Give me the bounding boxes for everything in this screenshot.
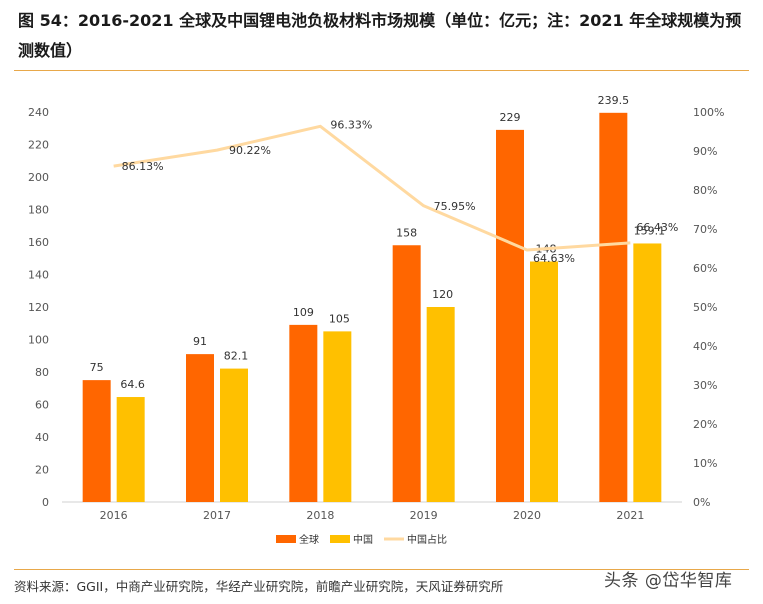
source-note: 资料来源：GGII，中商产业研究院，华经产业研究院，前瞻产业研究院，天风证券研究… <box>14 579 504 594</box>
y-right-tick-label: 10% <box>693 457 717 470</box>
y-right-tick-label: 100% <box>693 106 724 119</box>
bar-china-2019 <box>426 307 455 502</box>
y-left-tick-label: 220 <box>28 139 49 152</box>
bar-global-2018 <box>289 324 318 502</box>
x-tick-label-2018: 2018 <box>306 509 334 522</box>
y-right-tick-label: 90% <box>693 145 717 158</box>
y-right-tick-label: 30% <box>693 379 717 392</box>
footer-divider <box>14 569 749 570</box>
y-left-tick-label: 160 <box>28 236 49 249</box>
y-left-tick-label: 60 <box>35 399 49 412</box>
y-left-tick-label: 180 <box>28 204 49 217</box>
data-label-share-2017: 90.22% <box>229 144 271 157</box>
watermark: 头条 @岱华智库 <box>604 571 733 591</box>
y-left-tick-label: 20 <box>35 464 49 477</box>
y-right-tick-label: 60% <box>693 262 717 275</box>
legend-label-share: 中国占比 <box>407 533 447 546</box>
y-left-tick-label: 240 <box>28 106 49 119</box>
data-label-china-2016: 64.6 <box>120 378 145 391</box>
x-tick-label-2017: 2017 <box>203 509 231 522</box>
bar-china-2016 <box>116 397 145 502</box>
title-divider <box>14 70 749 71</box>
bar-china-2021 <box>633 243 662 502</box>
y-left-tick-label: 80 <box>35 366 49 379</box>
data-label-share-2019: 75.95% <box>434 200 476 213</box>
legend-swatch-global <box>276 535 296 543</box>
bar-china-2017 <box>220 368 248 502</box>
data-label-global-2017: 91 <box>193 335 207 348</box>
legend-label-china: 中国 <box>353 533 373 546</box>
data-label-china-2021: 159.1 <box>634 224 666 237</box>
data-label-share-2020: 64.63% <box>533 252 575 265</box>
line-china-share <box>113 124 631 252</box>
y-left-tick-label: 0 <box>42 496 49 509</box>
bar-global-2021 <box>599 112 628 502</box>
data-label-global-2020: 229 <box>500 111 521 124</box>
bar-global-2020 <box>496 129 524 502</box>
data-label-share-2018: 96.33% <box>330 118 372 131</box>
bar-global-2016 <box>82 380 111 502</box>
y-left-tick-label: 40 <box>35 431 49 444</box>
legend-label-global: 全球 <box>299 533 319 546</box>
y-left-tick-label: 120 <box>28 301 49 314</box>
data-label-global-2019: 158 <box>396 226 417 239</box>
x-tick-label-2021: 2021 <box>616 509 644 522</box>
bar-global-2019 <box>392 245 421 502</box>
x-tick-label-2016: 2016 <box>100 509 128 522</box>
data-label-global-2021: 239.5 <box>598 94 630 107</box>
data-label-china-2019: 120 <box>432 288 453 301</box>
legend-swatch-china <box>330 535 350 543</box>
y-right-tick-label: 20% <box>693 418 717 431</box>
y-left-tick-label: 140 <box>28 269 49 282</box>
x-tick-label-2020: 2020 <box>513 509 541 522</box>
y-left-tick-label: 100 <box>28 334 49 347</box>
data-label-share-2021: 66.43% <box>636 221 678 234</box>
y-left-tick-label: 200 <box>28 171 49 184</box>
y-right-tick-label: 50% <box>693 301 717 314</box>
data-label-global-2016: 75 <box>90 361 104 374</box>
data-label-share-2016: 86.13% <box>122 160 164 173</box>
data-label-china-2017: 82.1 <box>224 350 249 363</box>
x-tick-label-2019: 2019 <box>410 509 438 522</box>
combo-chart: 0 20 40 60 80 100 120 140 160 180 200 220 240 0% 10% 20… <box>28 94 724 546</box>
y-right-tick-label: 40% <box>693 340 717 353</box>
chart-title: 图 54：2016-2021 全球及中国锂电池负极材料市场规模（单位：亿元；注：… <box>18 11 742 60</box>
bar-china-2018 <box>323 331 352 502</box>
y-right-tick-label: 70% <box>693 223 717 236</box>
bar-global-2017 <box>186 354 214 502</box>
y-right-tick-label: 80% <box>693 184 717 197</box>
y-right-tick-label: 0% <box>693 496 710 509</box>
data-label-global-2018: 109 <box>293 306 314 319</box>
data-label-china-2018: 105 <box>329 312 350 325</box>
bar-china-2020 <box>530 261 558 502</box>
